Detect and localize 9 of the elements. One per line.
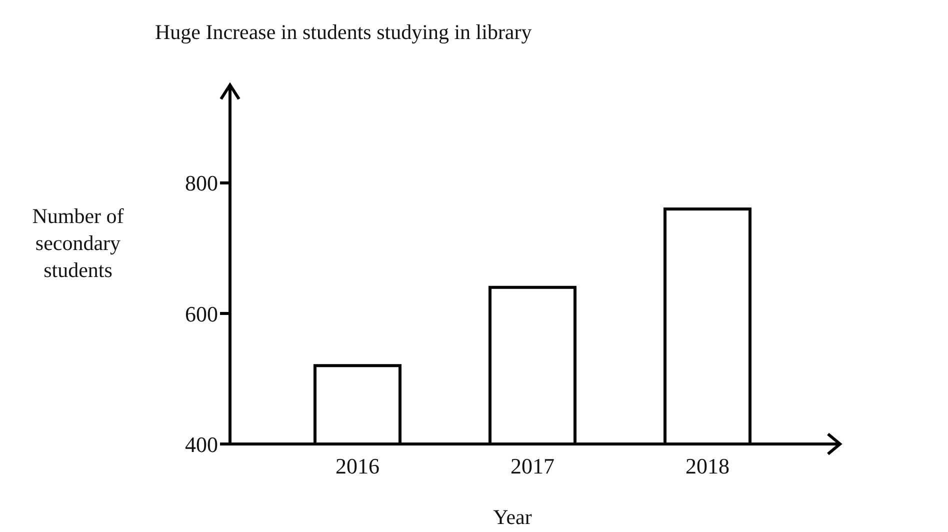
x-tick-label: 2018	[686, 454, 730, 479]
y-tick-label: 600	[185, 301, 218, 326]
chart-title: Huge Increase in students studying in library	[155, 20, 532, 45]
x-axis-title: Year	[493, 505, 532, 529]
y-tick-label: 800	[185, 170, 218, 196]
x-tick-label: 2017	[510, 454, 554, 479]
x-tick-label: 2016	[336, 454, 380, 479]
y-tick-label: 400	[185, 432, 218, 457]
y-axis-title: Number of secondary students	[31, 203, 125, 284]
